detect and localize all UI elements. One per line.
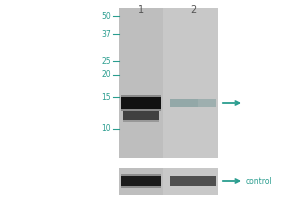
Text: 2: 2 xyxy=(190,5,196,15)
Bar xyxy=(123,120,159,122)
Bar xyxy=(119,168,163,195)
Bar xyxy=(123,111,159,120)
Text: 15: 15 xyxy=(101,93,111,102)
Text: 50: 50 xyxy=(101,12,111,21)
Bar xyxy=(170,176,216,186)
Text: 20: 20 xyxy=(101,70,111,79)
Bar xyxy=(121,109,161,111)
Bar xyxy=(121,186,161,188)
Text: 25: 25 xyxy=(101,57,111,66)
Bar xyxy=(121,176,161,186)
Bar xyxy=(119,168,218,195)
Text: 1: 1 xyxy=(138,5,144,15)
Text: 37: 37 xyxy=(101,30,111,39)
Bar xyxy=(121,174,161,176)
Bar xyxy=(119,8,218,158)
Bar xyxy=(119,8,163,158)
Bar xyxy=(121,97,161,109)
Text: control: control xyxy=(246,176,273,186)
Text: 10: 10 xyxy=(101,124,111,133)
Bar xyxy=(121,95,161,97)
Bar xyxy=(170,99,198,107)
Bar xyxy=(168,168,218,195)
Bar xyxy=(170,99,216,107)
Bar xyxy=(168,8,218,158)
